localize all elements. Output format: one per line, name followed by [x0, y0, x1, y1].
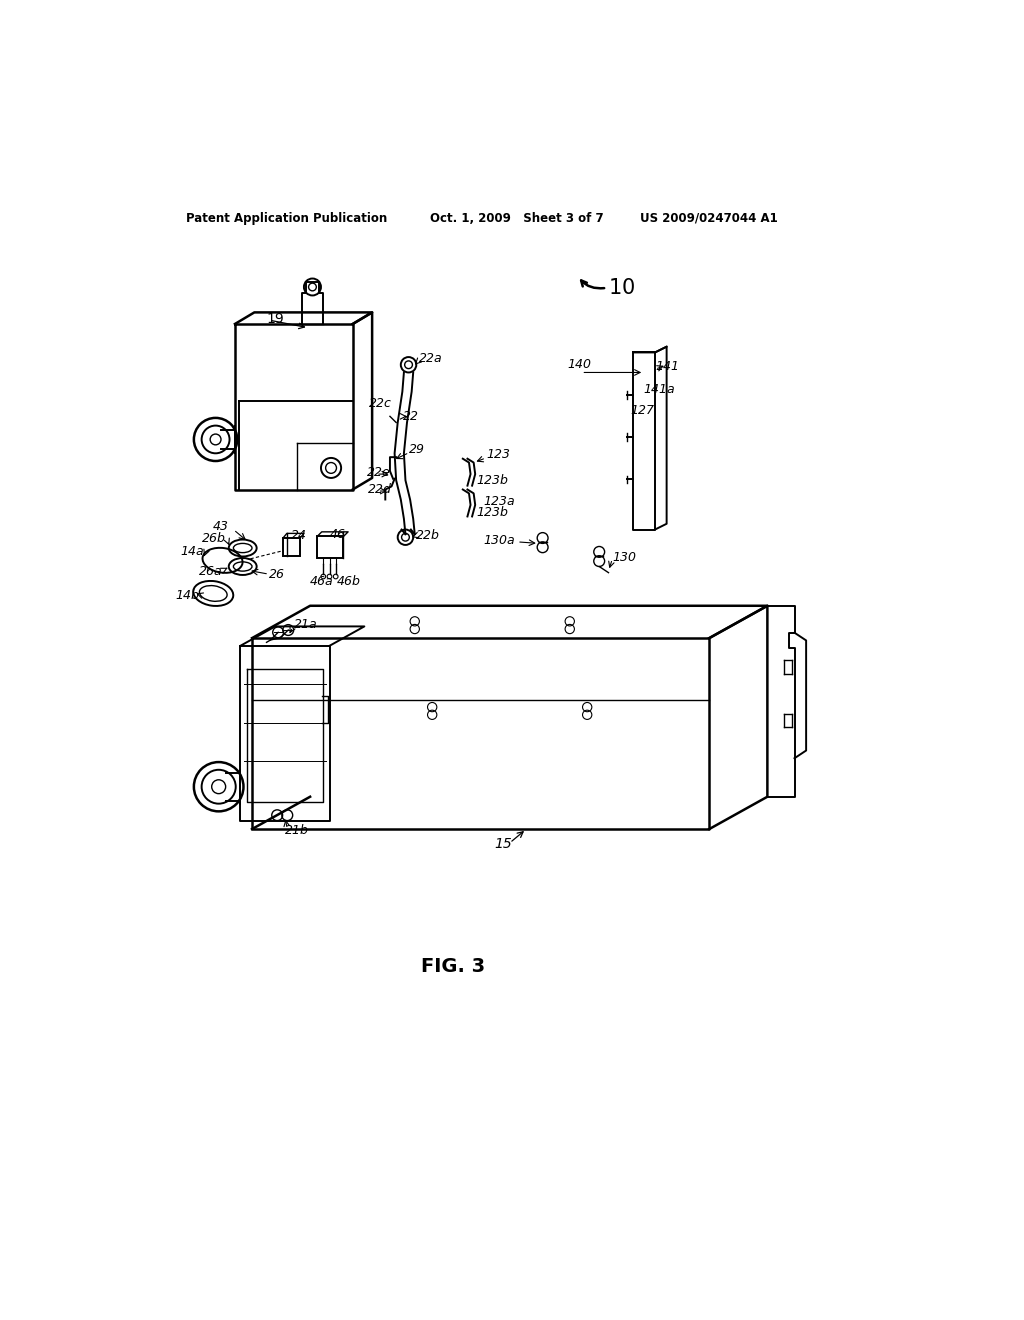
Text: 46b: 46b [337, 576, 361, 589]
Text: 15: 15 [495, 837, 512, 851]
Text: 141a: 141a [643, 383, 675, 396]
Text: 21a: 21a [294, 618, 317, 631]
Text: 22e: 22e [367, 466, 390, 479]
Text: 22c: 22c [369, 397, 391, 409]
Text: 14a: 14a [180, 545, 204, 557]
Text: 19: 19 [266, 312, 284, 326]
Text: 26: 26 [269, 568, 285, 581]
Text: 130a: 130a [484, 533, 515, 546]
Text: 24: 24 [291, 529, 307, 543]
Text: 123b: 123b [477, 506, 509, 519]
Text: 22d: 22d [369, 483, 392, 496]
Bar [317, 536, 343, 558]
Text: 22b: 22b [417, 529, 440, 543]
Text: Oct. 1, 2009   Sheet 3 of 7: Oct. 1, 2009 Sheet 3 of 7 [430, 213, 604, 224]
Text: 21b: 21b [285, 824, 309, 837]
Text: Patent Application Publication: Patent Application Publication [186, 213, 387, 224]
Text: US 2009/0247044 A1: US 2009/0247044 A1 [640, 213, 777, 224]
Text: 22a: 22a [419, 352, 442, 366]
Bar [283, 539, 300, 557]
Text: 14b: 14b [175, 589, 200, 602]
Text: 26a: 26a [199, 565, 222, 578]
Text: 43: 43 [213, 520, 228, 533]
Text: 46a: 46a [310, 576, 334, 589]
Text: 141: 141 [655, 360, 679, 372]
Text: 26b: 26b [202, 532, 225, 545]
Text: FIG. 3: FIG. 3 [422, 957, 485, 977]
Text: 46: 46 [330, 528, 345, 541]
Text: 123b: 123b [477, 474, 509, 487]
Text: 130: 130 [612, 550, 636, 564]
Text: 127: 127 [630, 404, 654, 417]
Text: 29: 29 [410, 444, 425, 455]
Text: $\mathit{10}$: $\mathit{10}$ [608, 277, 636, 298]
Text: 22: 22 [403, 409, 419, 422]
Text: 123: 123 [486, 449, 510, 462]
Text: 123a: 123a [483, 495, 515, 508]
Text: 140: 140 [567, 358, 592, 371]
